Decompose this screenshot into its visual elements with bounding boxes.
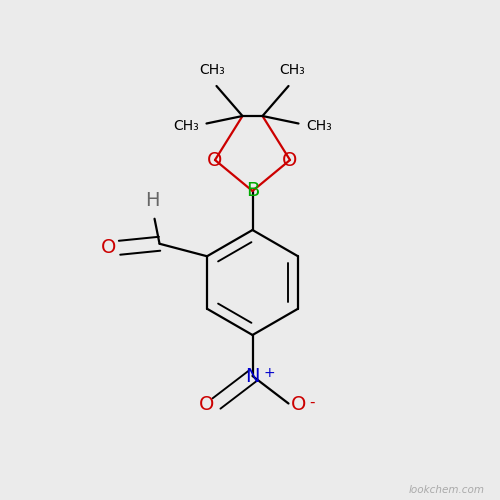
Text: -: - bbox=[310, 395, 315, 410]
Text: N: N bbox=[245, 366, 260, 386]
Text: O: O bbox=[282, 150, 298, 170]
Text: O: O bbox=[199, 395, 214, 414]
Text: O: O bbox=[291, 395, 306, 414]
Text: CH₃: CH₃ bbox=[200, 63, 226, 77]
Text: CH₃: CH₃ bbox=[306, 118, 332, 132]
Text: CH₃: CH₃ bbox=[280, 63, 305, 77]
Text: H: H bbox=[145, 190, 160, 210]
Text: O: O bbox=[208, 150, 222, 170]
Text: B: B bbox=[246, 182, 259, 201]
Text: +: + bbox=[264, 366, 275, 380]
Text: CH₃: CH₃ bbox=[173, 118, 199, 132]
Text: O: O bbox=[101, 238, 116, 258]
Text: lookchem.com: lookchem.com bbox=[409, 485, 485, 495]
